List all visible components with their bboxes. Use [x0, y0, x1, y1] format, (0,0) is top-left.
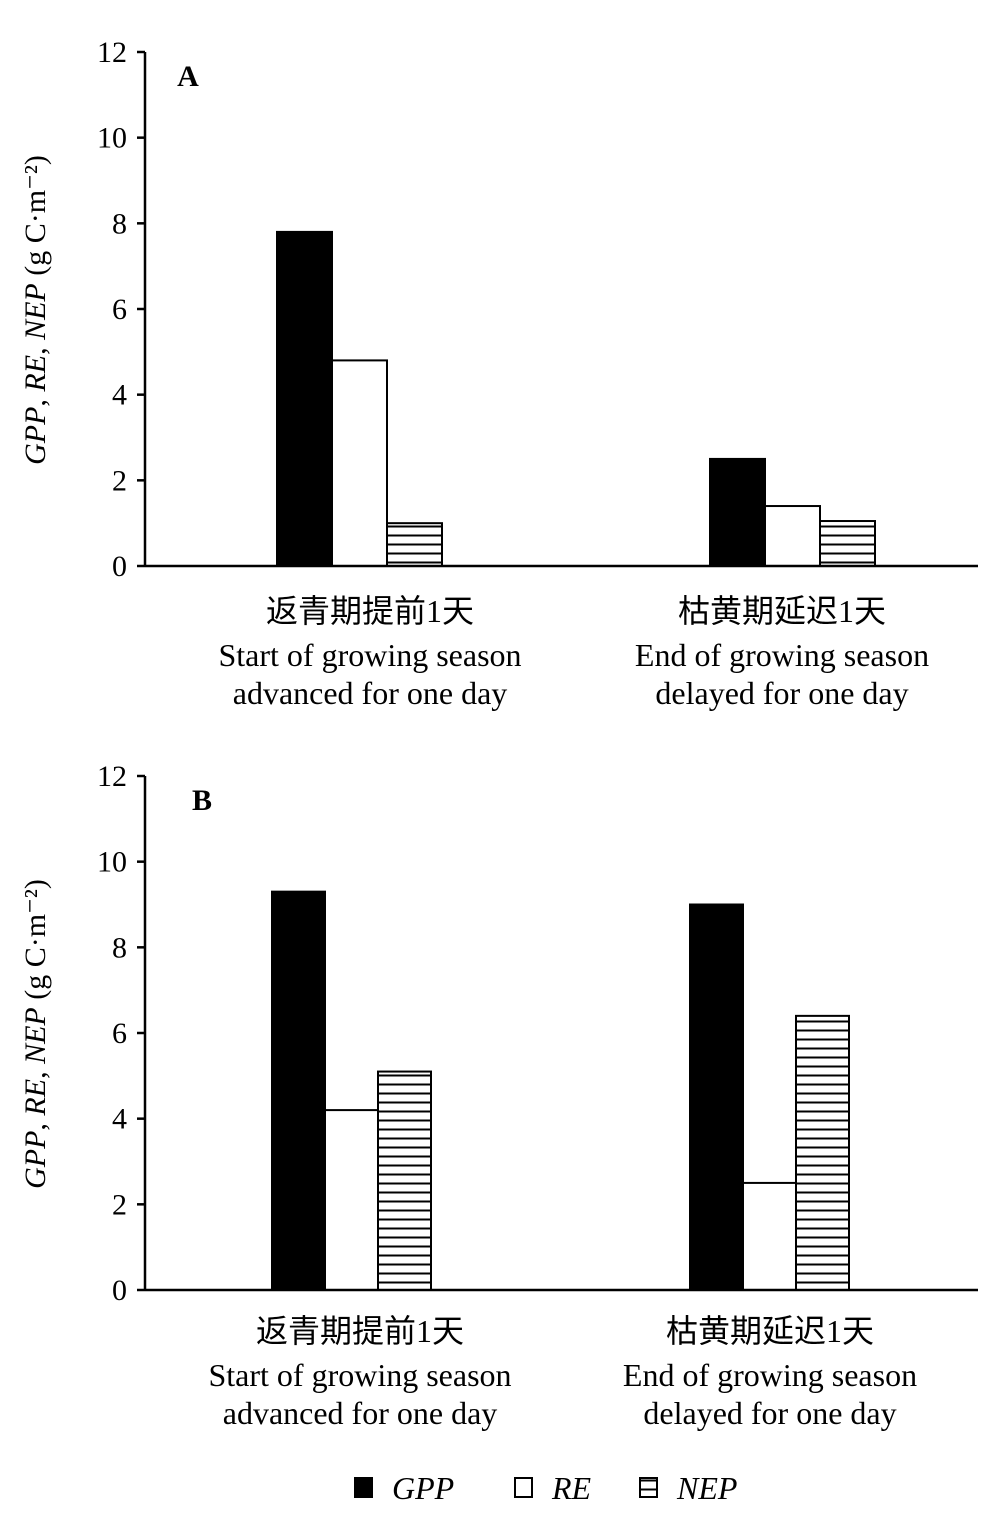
category-label-2-line2: End of growing season — [623, 1357, 917, 1393]
panel-a: 0 2 4 6 8 10 12 A GPP, RE, NEP (g C·m⁻²) 返青期提前1天 S… — [19, 36, 978, 711]
bar-re-cat1 — [324, 1109, 379, 1291]
bar-gpp-cat1 — [271, 890, 326, 1292]
bar-nep-cat2 — [819, 520, 876, 568]
legend: GPP RE NEP — [354, 1470, 737, 1506]
panel-label: A — [177, 60, 199, 93]
y-axis-title: GPP, RE, NEP (g C·m⁻²) — [19, 155, 52, 465]
category-label-1-line2: Start of growing season — [208, 1357, 511, 1393]
bar-re-cat2 — [742, 1181, 797, 1291]
bar-re-cat1 — [331, 359, 388, 567]
y-tick-label: 0 — [112, 550, 127, 583]
category-label-1-line1: 返青期提前1天 — [256, 1313, 464, 1349]
y-tick-label: 4 — [112, 379, 127, 412]
bar-gpp-cat1 — [276, 230, 333, 567]
category-label-2-line2: End of growing season — [635, 637, 929, 673]
category-label-1-line1: 返青期提前1天 — [266, 593, 474, 629]
y-tick-label: 12 — [97, 760, 127, 793]
y-tick-label: 6 — [112, 1017, 127, 1050]
category-label-1-line3: advanced for one day — [223, 1395, 498, 1431]
category-label-2-line1: 枯黄期延迟1天 — [678, 593, 886, 629]
y-tick-label: 10 — [97, 122, 127, 155]
y-tick-label: 12 — [97, 36, 127, 69]
legend-swatch-nep — [639, 1477, 658, 1498]
y-tick-label: 8 — [112, 931, 127, 964]
category-label-2-line3: delayed for one day — [643, 1395, 896, 1431]
y-axis-title: GPP, RE, NEP (g C·m⁻²) — [19, 879, 52, 1189]
y-tick-label: 6 — [112, 293, 127, 326]
y-tick-label: 10 — [97, 846, 127, 879]
bar-nep-cat1 — [377, 1070, 432, 1292]
bar-re-cat2 — [764, 505, 821, 567]
legend-label-gpp: GPP — [392, 1470, 454, 1506]
legend-label-re: RE — [551, 1470, 592, 1506]
panel-label: B — [192, 784, 212, 817]
bar-gpp-cat2 — [709, 457, 766, 567]
y-tick-label: 2 — [112, 464, 127, 497]
category-label-1-line2: Start of growing season — [218, 637, 521, 673]
y-tick-label: 0 — [112, 1274, 127, 1307]
category-label-2-line1: 枯黄期延迟1天 — [666, 1313, 874, 1349]
panel-b: 0 2 4 6 8 10 12 B GPP, RE, NEP (g C·m⁻²) 返青期提前1天 S… — [19, 760, 978, 1431]
y-tick-label: 4 — [112, 1103, 127, 1136]
legend-swatch-re — [514, 1477, 533, 1498]
y-tick-label: 8 — [112, 207, 127, 240]
bar-nep-cat2 — [795, 1014, 850, 1291]
bar-nep-cat1 — [386, 522, 443, 568]
category-label-2-line3: delayed for one day — [655, 675, 908, 711]
legend-swatch-gpp — [354, 1477, 373, 1498]
category-label-1-line3: advanced for one day — [233, 675, 508, 711]
bar-gpp-cat2 — [689, 903, 744, 1291]
y-tick-label: 2 — [112, 1188, 127, 1221]
legend-label-nep: NEP — [676, 1470, 737, 1506]
